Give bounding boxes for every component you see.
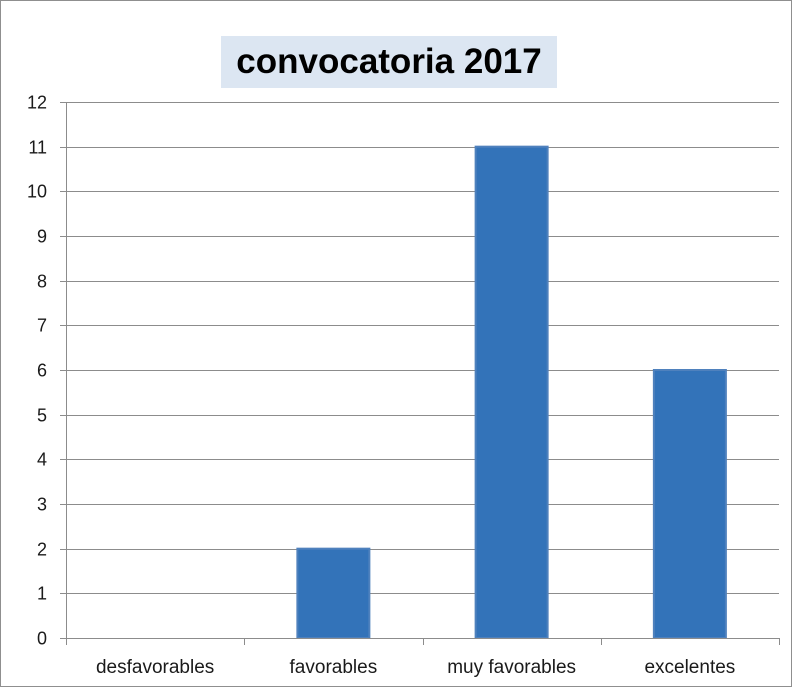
x-category-label: muy favorables xyxy=(447,657,576,678)
y-tick-label: 4 xyxy=(37,450,47,470)
y-tick-label: 3 xyxy=(37,495,47,515)
y-tick-label: 0 xyxy=(37,629,47,649)
y-tick-label: 2 xyxy=(37,540,47,560)
y-tick-label: 8 xyxy=(37,272,47,292)
y-tick-label: 10 xyxy=(27,182,47,202)
y-tick-label: 11 xyxy=(28,138,47,158)
y-tick-label: 5 xyxy=(37,406,47,426)
bars xyxy=(296,145,727,640)
bar xyxy=(296,547,371,640)
x-category-label: desfavorables xyxy=(96,657,214,678)
y-tick-label: 9 xyxy=(37,227,47,247)
y-tick-label: 1 xyxy=(37,584,47,604)
y-tick-label: 12 xyxy=(27,93,47,113)
y-tick-label: 6 xyxy=(37,361,47,381)
chart-title: convocatoria 2017 xyxy=(236,42,542,81)
bar xyxy=(652,369,727,639)
x-axis-ticks: desfavorables favorables muy favorables exc… xyxy=(66,638,780,678)
axes xyxy=(66,102,779,639)
x-category-label: excelentes xyxy=(644,657,735,678)
x-category-label: favorables xyxy=(290,657,378,678)
y-tick-label: 7 xyxy=(37,316,47,336)
bar xyxy=(474,145,549,640)
chart-title-box: convocatoria 2017 xyxy=(221,36,557,88)
